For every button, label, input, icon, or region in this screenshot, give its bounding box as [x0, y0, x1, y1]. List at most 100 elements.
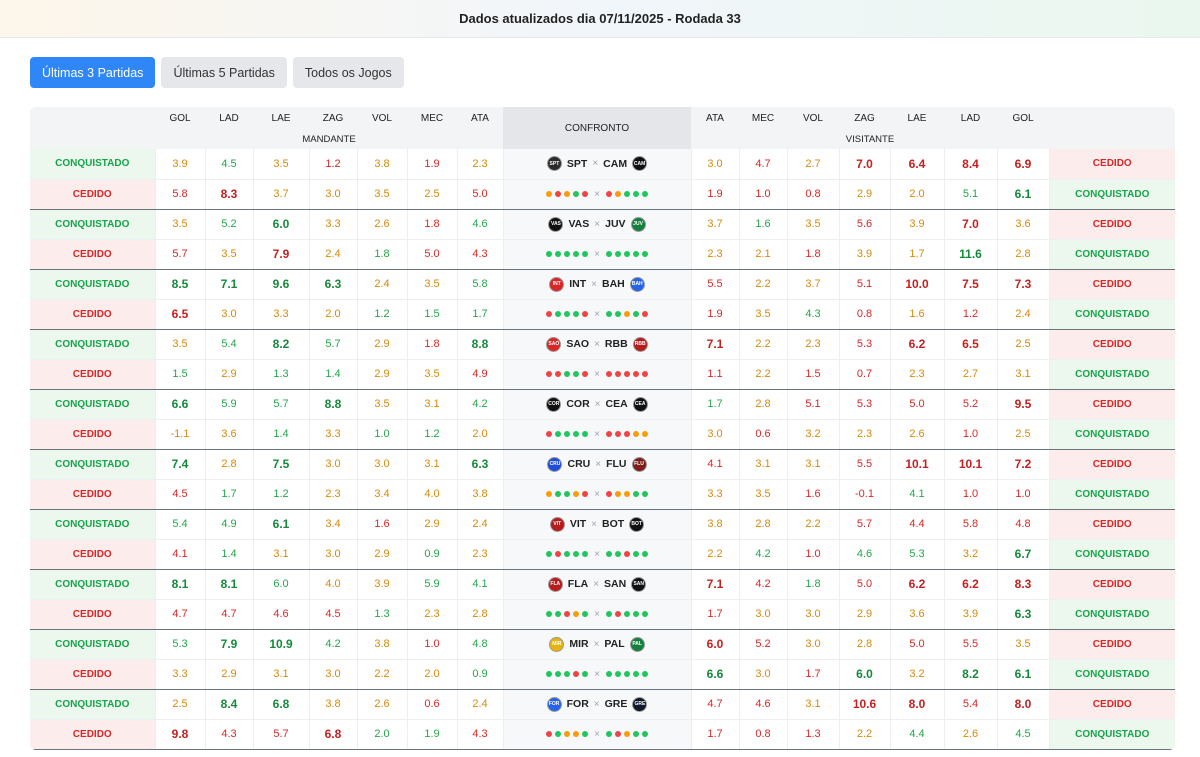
home-value-lae: 1.4 [252, 419, 309, 450]
away-form-dot [632, 431, 639, 437]
match-teams[interactable]: FLA FLA × SAN SAN [504, 576, 691, 592]
away-form-dot [632, 251, 639, 257]
home-value-mec: 1.9 [406, 719, 457, 750]
away-form-dot [623, 611, 630, 617]
home-value-lad: 4.3 [204, 719, 253, 750]
home-team-name: SAO [566, 338, 590, 350]
home-value-lae: 5.7 [252, 389, 309, 420]
home-form-dot [555, 191, 562, 197]
form-dots: × [504, 609, 691, 620]
tab-last-3[interactable]: Últimas 3 Partidas [30, 57, 156, 88]
away-form-dot [641, 611, 648, 617]
away-value-vol: 2.2 [786, 509, 839, 540]
away-value-mec: 3.5 [738, 299, 787, 330]
versus-icon: × [594, 398, 601, 410]
away-value-gol: 6.3 [996, 599, 1049, 630]
form-dots: × [504, 369, 691, 380]
tab-all-games[interactable]: Todos os Jogos [292, 57, 404, 88]
away-team-name: JUV [605, 218, 626, 230]
home-value-lae: 3.3 [252, 299, 309, 330]
home-form-dot [582, 491, 589, 497]
home-form-dot [555, 431, 562, 437]
match-teams[interactable]: COR COR × CEA CEA [504, 396, 691, 412]
home-value-ata: 4.3 [456, 719, 503, 750]
col-away-ata: ATA [691, 107, 739, 129]
away-value-zag: 10.6 [838, 689, 890, 720]
away-value-zag: 5.7 [838, 509, 890, 540]
match-teams[interactable]: FOR FOR × GRE GRE [504, 696, 691, 712]
home-value-lad: 1.4 [204, 539, 253, 570]
match-teams[interactable]: MIR MIR × PAL PAL [504, 636, 691, 652]
match-teams[interactable]: SPT SPT × CAM CAM [504, 156, 691, 172]
match-teams[interactable]: INT INT × BAH BAH [504, 276, 691, 292]
away-value-mec: 2.2 [738, 269, 787, 300]
home-form-dot [582, 551, 589, 557]
match-teams[interactable]: CRU CRU × FLU FLU [504, 456, 691, 472]
match-row-cedido: CEDIDO 4.5 1.7 1.2 2.3 3.4 4.0 3.8 × 3.3 3.5 1.6 -0.… [30, 479, 1175, 510]
away-value-lae: 2.6 [889, 419, 944, 450]
away-form-dot [605, 491, 612, 497]
home-form-dot [564, 611, 571, 617]
away-form-dot [623, 431, 630, 437]
away-value-lad: 5.4 [943, 689, 997, 720]
home-value-lae: 1.3 [252, 359, 309, 390]
away-value-zag: 5.5 [838, 449, 890, 480]
home-value-vol: 2.4 [356, 269, 407, 300]
away-form-dot [632, 731, 639, 737]
label-cedido: CEDIDO [1048, 389, 1175, 420]
home-value-gol: 7.4 [154, 449, 205, 480]
home-form-dot [546, 551, 553, 557]
match-row-cedido: CEDIDO 3.3 2.9 3.1 3.0 2.2 2.0 0.9 × 6.6 3.0 1.7 6.0… [30, 659, 1175, 690]
away-form-dot [641, 671, 648, 677]
home-form-dot [573, 251, 580, 257]
home-value-zag: 8.8 [308, 389, 357, 420]
versus-icon: × [594, 728, 600, 740]
away-value-lad: 5.1 [943, 179, 997, 210]
away-value-lae: 5.0 [889, 389, 944, 420]
home-value-lae: 4.6 [252, 599, 309, 630]
away-value-zag: 0.8 [838, 299, 890, 330]
header-spacer [30, 129, 155, 149]
home-value-gol: 3.9 [154, 149, 205, 180]
match-row-conquistado: CONQUISTADO 5.3 7.9 10.9 4.2 3.8 1.0 4.8 MIR MIR ×… [30, 629, 1175, 660]
away-team-name: PAL [604, 638, 625, 650]
away-form-dot [605, 731, 612, 737]
away-form-dot [641, 371, 648, 377]
tab-last-5[interactable]: Últimas 5 Partidas [161, 57, 287, 88]
away-form-dot [614, 371, 621, 377]
label-cedido: CEDIDO [30, 599, 155, 630]
home-value-lae: 6.0 [252, 569, 309, 600]
match-teams[interactable]: SAO SAO × RBB RBB [504, 336, 691, 352]
away-value-vol: 0.8 [786, 179, 839, 210]
away-value-gol: 3.5 [996, 629, 1049, 660]
label-conquistado: CONQUISTADO [1048, 599, 1175, 630]
label-cedido: CEDIDO [30, 419, 155, 450]
home-value-lae: 3.1 [252, 659, 309, 690]
home-value-zag: 4.2 [308, 629, 357, 660]
home-form-dot [582, 731, 589, 737]
away-form-dot [623, 731, 630, 737]
match-teams[interactable]: VIT VIT × BOT BOT [504, 516, 691, 532]
home-value-gol: 8.1 [154, 569, 205, 600]
form-cell: × [502, 659, 691, 690]
away-value-ata: 1.7 [690, 389, 739, 420]
match-row-conquistado: CONQUISTADO 5.4 4.9 6.1 3.4 1.6 2.9 2.4 VIT VIT × B… [30, 509, 1175, 540]
home-form-dot [564, 311, 571, 317]
away-value-ata: 3.8 [690, 509, 739, 540]
confronto-cell: MIR MIR × PAL PAL [502, 629, 691, 660]
versus-icon: × [593, 578, 600, 590]
home-value-mec: 1.8 [406, 329, 457, 360]
away-form-dot [623, 551, 630, 557]
away-value-ata: 1.9 [690, 299, 739, 330]
home-team-crest-icon: INT [549, 276, 565, 292]
home-value-lad: 5.4 [204, 329, 253, 360]
form-cell: × [502, 359, 691, 390]
home-form-dot [564, 371, 571, 377]
match-teams[interactable]: VAS VAS × JUV JUV [504, 216, 691, 232]
away-form-dot [614, 551, 621, 557]
home-value-ata: 4.9 [456, 359, 503, 390]
home-value-ata: 4.8 [456, 629, 503, 660]
home-form-dot [582, 311, 589, 317]
confronto-cell: SAO SAO × RBB RBB [502, 329, 691, 360]
home-value-mec: 3.5 [406, 269, 457, 300]
